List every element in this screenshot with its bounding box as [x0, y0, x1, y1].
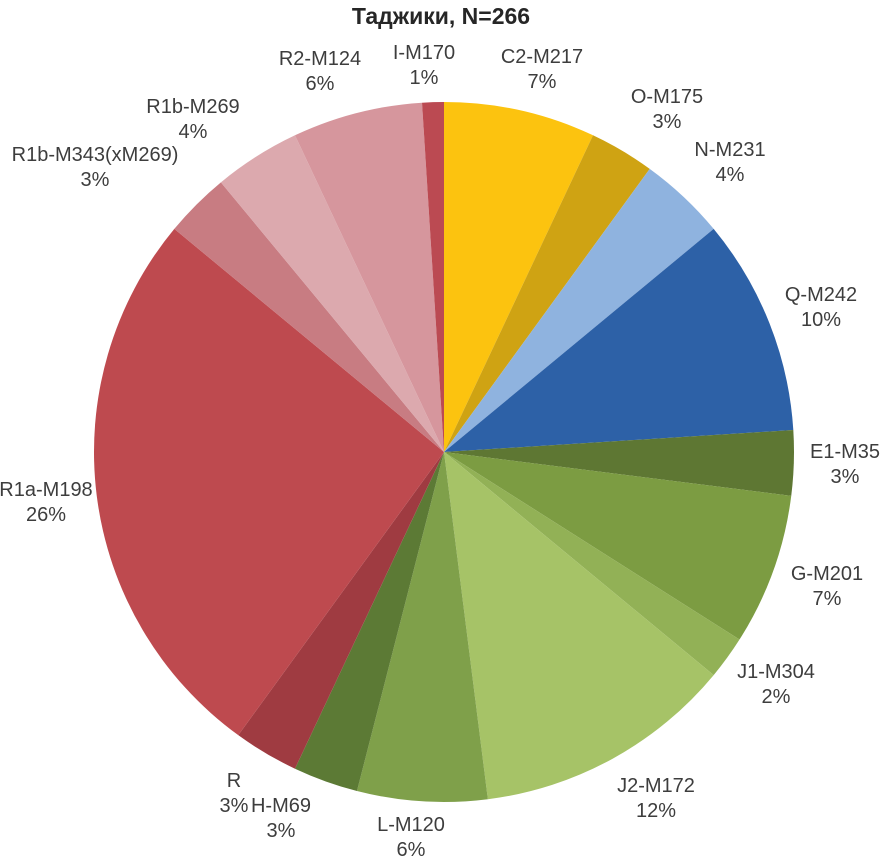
pie-label-name: R2-M124 [278, 48, 362, 70]
pie-label-name: R [226, 770, 242, 792]
pie-label-value: 3% [219, 795, 249, 817]
pie-label-value: 3% [830, 466, 860, 488]
pie-label-l-m120: L-M120 6% [377, 813, 445, 860]
pie-label-r2-m124: R2-M124 6% [279, 47, 361, 97]
pie-label-name: I-M170 [392, 42, 456, 64]
pie-label-value: 4% [715, 164, 745, 186]
pie-label-name: Q-M242 [784, 284, 858, 306]
pie-label-value: 6% [305, 73, 335, 95]
pie-label-value: 26% [25, 504, 67, 526]
pie-label-value: 1% [409, 67, 439, 89]
pie-label-name: R1a-M198 [0, 479, 93, 501]
pie-slice-e1-m35 [444, 430, 795, 496]
pie-label-name: O-M175 [630, 86, 704, 108]
pie-slice-r2-m124 [294, 102, 444, 452]
pie-label-value: 7% [527, 71, 557, 93]
pie-label-r1a-m198: R1a-M198 26% [0, 478, 93, 528]
pie-slice-r1b-m269 [220, 135, 444, 452]
pie-label-value: 3% [652, 111, 682, 133]
pie-label-name: N-M231 [694, 139, 766, 161]
pie-slice-c2-m217 [444, 102, 594, 452]
pie-label-name: H-M69 [250, 795, 312, 817]
pie-label-name: J1-M304 [737, 661, 815, 683]
pie-slice-r1b-m343-xm269 [174, 182, 444, 452]
pie-label-name: G-M201 [790, 563, 864, 585]
pie-label-value: 2% [761, 686, 791, 708]
pie-label-n-m231: N-M231 4% [694, 138, 765, 188]
pie-label-name: L-M120 [377, 814, 445, 836]
pie-slice-l-m120 [356, 452, 488, 802]
pie-label-h-m69: H-M69 3% [251, 794, 311, 844]
pie-slice-j2-m172 [444, 452, 714, 800]
pie-slice-o-m175 [444, 135, 650, 452]
pie-label-r1b-m269: R1b-M269 4% [146, 95, 239, 145]
pie-slice-n-m231 [444, 168, 714, 452]
chart-title: Таджики, N=266 [351, 3, 531, 29]
pie-label-name: E1-M35 [809, 441, 881, 463]
pie-label-name: C2-M217 [500, 46, 584, 68]
pie-label-j1-m304: J1-M304 2% [737, 660, 815, 710]
pie-label-value: 3% [266, 820, 296, 842]
pie-label-value: 7% [812, 588, 842, 610]
pie-slice-r1a-m198 [93, 228, 444, 736]
pie-label-r1b-m343-xm269: R1b-M343(xM269) 3% [12, 143, 179, 193]
pie-slice-g-m201 [444, 452, 792, 640]
pie-label-r: R 3% [220, 769, 249, 819]
pie-label-value: 3% [80, 169, 110, 191]
pie-slice-q-m242 [444, 228, 794, 452]
pie-label-e1-m35: E1-M35 3% [810, 440, 880, 490]
pie-slice-i-m170 [422, 102, 444, 452]
pie-label-value: 6% [396, 839, 426, 860]
pie-label-o-m175: O-M175 3% [631, 85, 703, 135]
pie-slice-h-m69 [294, 452, 444, 791]
pie-label-name: R1b-M343(xM269) [11, 144, 179, 166]
pie-label-value: 10% [800, 309, 842, 331]
pie-slice-r [238, 452, 444, 769]
pie-label-name: J2-M172 [617, 775, 695, 797]
pie-label-j2-m172: J2-M172 12% [617, 774, 695, 824]
pie-label-value: 4% [178, 121, 208, 143]
pie-label-g-m201: G-M201 7% [791, 562, 863, 612]
pie-label-i-m170: I-M170 1% [393, 41, 455, 91]
pie-label-value: 12% [635, 800, 677, 822]
pie-label-q-m242: Q-M242 10% [785, 283, 857, 333]
pie-slice-j1-m304 [444, 452, 740, 676]
pie-label-c2-m217: C2-M217 7% [501, 45, 583, 95]
pie-label-name: R1b-M269 [146, 96, 240, 118]
